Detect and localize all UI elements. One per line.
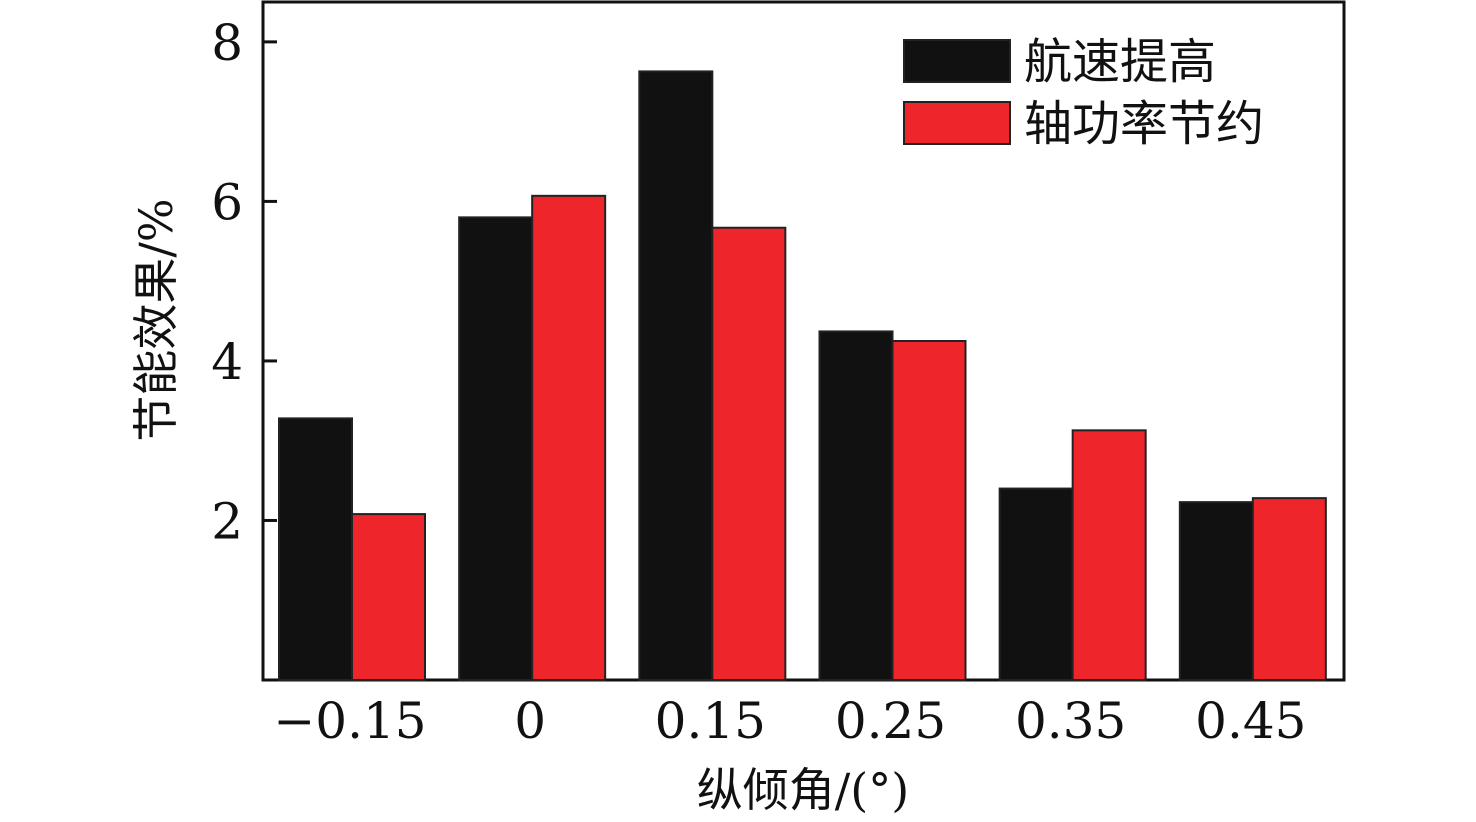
y-tick-label-1: 4 xyxy=(211,333,243,391)
bar-4-1 xyxy=(1071,429,1147,681)
x-tick-label-3: 0.25 xyxy=(835,692,946,750)
bar-2-1 xyxy=(711,226,787,681)
x-tick-label-4: 0.35 xyxy=(1015,692,1126,750)
y-axis-label: 节能效果/% xyxy=(129,198,183,441)
legend-swatch-1 xyxy=(903,101,1011,145)
y-tick-label-0: 2 xyxy=(211,492,243,550)
x-axis-label: 纵倾角/(°) xyxy=(697,763,909,817)
bar-5-1 xyxy=(1251,497,1327,681)
x-tick-label-5: 0.45 xyxy=(1195,692,1306,750)
bar-3-1 xyxy=(891,340,967,681)
bar-0-1 xyxy=(351,513,426,681)
bar-0-0 xyxy=(278,417,353,681)
bar-2-0 xyxy=(638,70,714,681)
legend-label-1: 轴功率节约 xyxy=(1024,96,1264,152)
x-tick-label-1: 0 xyxy=(514,692,546,750)
legend-label-0: 航速提高 xyxy=(1024,34,1216,90)
x-tick-label-0: −0.15 xyxy=(273,692,426,750)
x-tick-label-2: 0.15 xyxy=(655,692,766,750)
plot-frame xyxy=(261,0,1346,682)
bar-3-0 xyxy=(818,330,894,681)
bar-5-0 xyxy=(1178,501,1254,681)
bar-1-0 xyxy=(458,216,534,681)
legend-swatch-0 xyxy=(903,39,1011,83)
bar-1-1 xyxy=(531,194,607,681)
y-tick-label-3: 8 xyxy=(211,14,243,72)
bar-4-0 xyxy=(998,487,1074,681)
y-tick-label-2: 6 xyxy=(211,173,243,231)
